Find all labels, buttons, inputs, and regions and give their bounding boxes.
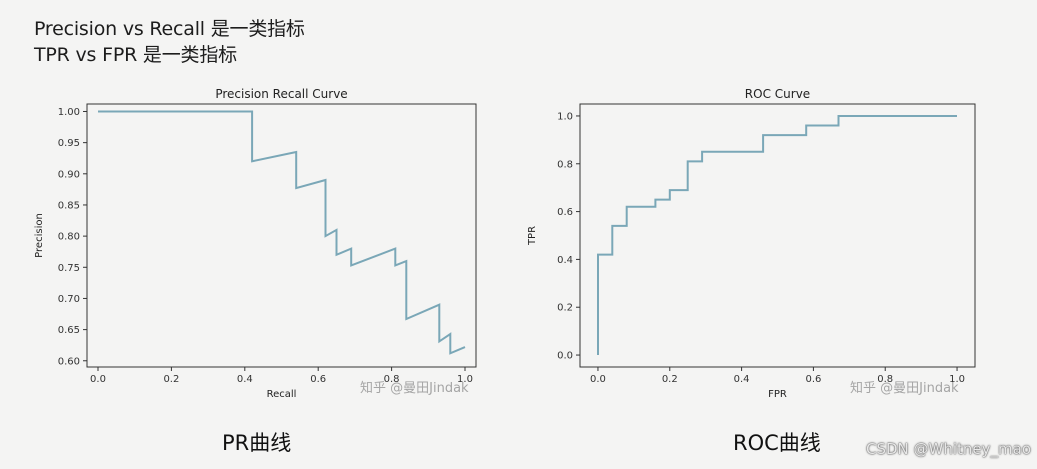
- roc-curve-line: [597, 115, 957, 355]
- pr-x-tick-label: 0.6: [310, 374, 326, 385]
- pr-y-tick-label: 0.75: [58, 263, 80, 274]
- roc-chart-title: ROC Curve: [745, 87, 810, 101]
- pr-x-tick-label: 0.4: [237, 374, 253, 385]
- roc-y-tick-label: 0.4: [557, 255, 573, 266]
- watermark-left: 知乎 @曼田Jindak: [360, 381, 469, 396]
- roc-x-tick-label: 0.2: [662, 374, 678, 385]
- roc-x-axis-label: FPR: [768, 389, 787, 400]
- roc-y-tick-label: 0.0: [557, 351, 573, 362]
- roc-x-tick-label: 0.0: [590, 374, 606, 385]
- roc-x-tick-label: 0.4: [734, 374, 750, 385]
- roc-x-tick-label: 0.8: [877, 374, 893, 385]
- pr-curve-line: [98, 110, 466, 355]
- pr-chart: Precision Recall Curve 0.0 0.2 0.4 0.6 0.8 1.0…: [34, 87, 477, 400]
- credit-watermark: CSDN @Whitney_mao: [865, 440, 1031, 458]
- roc-chart: ROC Curve 0.0 0.2 0.4 0.6 0.8 1.0 0.0 0.2 0.4 0.6 0…: [527, 87, 976, 400]
- pr-chart-title: Precision Recall Curve: [215, 87, 347, 101]
- pr-x-tick-label: 1.0: [457, 374, 473, 385]
- roc-x-tick-label: 0.6: [805, 374, 821, 385]
- roc-y-tick-label: 0.6: [557, 207, 573, 218]
- pr-x-tick-label: 0.8: [384, 374, 400, 385]
- roc-x-tick-label: 1.0: [949, 374, 965, 385]
- caption-pr-curve: PR曲线: [222, 431, 292, 455]
- pr-y-tick-label: 0.95: [58, 138, 80, 149]
- heading-tpr-fpr: TPR vs FPR 是一类指标: [34, 44, 237, 66]
- roc-y-tick-label: 1.0: [557, 111, 573, 122]
- pr-y-tick-label: 0.70: [58, 294, 80, 305]
- roc-y-tick-label: 0.2: [557, 303, 573, 314]
- pr-y-tick-label: 1.00: [58, 107, 80, 118]
- pr-y-tick-label: 0.80: [58, 232, 80, 243]
- watermark-right: 知乎 @曼田Jindak: [850, 381, 959, 396]
- pr-plot-frame: [86, 103, 477, 368]
- pr-y-tick-label: 0.65: [58, 325, 80, 336]
- pr-y-tick-label: 0.60: [58, 356, 80, 367]
- pr-y-tick-label: 0.90: [58, 169, 80, 180]
- heading-precision-recall: Precision vs Recall 是一类指标: [34, 18, 305, 40]
- pr-y-tick-label: 0.85: [58, 200, 80, 211]
- roc-y-tick-label: 0.8: [557, 159, 573, 170]
- caption-roc-curve: ROC曲线: [733, 431, 821, 455]
- roc-y-axis-label: TPR: [527, 226, 538, 246]
- pr-x-tick-label: 0.2: [163, 374, 179, 385]
- roc-plot-frame: [579, 103, 976, 368]
- pr-y-axis-label: Precision: [34, 213, 45, 258]
- pr-x-axis-label: Recall: [267, 389, 297, 400]
- pr-x-tick-label: 0.0: [90, 374, 106, 385]
